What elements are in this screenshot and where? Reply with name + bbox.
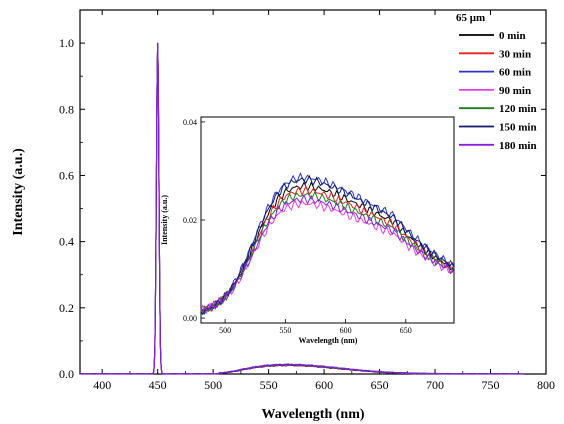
x-tick-label: 450	[149, 378, 167, 392]
inset-y-tick-label: 0.04	[183, 118, 197, 127]
inset-series-line	[200, 194, 455, 311]
y-tick-label: 0.8	[59, 102, 74, 116]
main-axis-ticks: 400 450 500 550 600 650 700 750 800 0.0 0.2 0.4 0.6 0…	[59, 10, 555, 392]
main-series-group	[79, 42, 525, 375]
x-tick-label: 750	[482, 378, 500, 392]
inset-series-line	[200, 181, 455, 312]
y-tick-label: 0.0	[59, 367, 74, 381]
y-tick-label: 1.0	[59, 36, 74, 50]
legend-title: 65 μm	[456, 12, 485, 24]
legend-label: 60 min	[499, 67, 531, 79]
inset-series-line	[200, 174, 455, 316]
inset-x-tick-label: 500	[219, 326, 231, 335]
x-tick-label: 550	[260, 378, 278, 392]
y-tick-label: 0.4	[59, 235, 74, 249]
legend: 65 μm 0 min 30 min 60 min 90 min 120 min 150 …	[456, 12, 537, 152]
inset-axis-ticks: 500 550 600 650 0.00 0.02 0.04	[183, 118, 412, 335]
y-tick-label: 0.6	[59, 168, 74, 182]
x-tick-label: 650	[371, 378, 389, 392]
inset-x-tick-label: 550	[279, 326, 291, 335]
x-tick-label: 700	[426, 378, 444, 392]
x-tick-label: 600	[315, 378, 333, 392]
x-tick-label: 500	[204, 378, 222, 392]
legend-label: 120 min	[499, 103, 537, 115]
inset-y-tick-label: 0.02	[183, 216, 197, 225]
x-axis-label: Wavelength (nm)	[261, 407, 364, 422]
x-tick-label: 400	[93, 378, 111, 392]
inset-x-tick-label: 650	[400, 326, 412, 335]
main-series-line	[80, 43, 524, 375]
plot-frame	[79, 9, 547, 375]
inset-series-group	[200, 172, 455, 316]
legend-label: 90 min	[499, 85, 531, 97]
legend-label: 30 min	[499, 48, 531, 60]
y-axis-label: Intensity (a.u.)	[11, 148, 26, 236]
inset-frame	[200, 116, 455, 324]
legend-label: 180 min	[499, 140, 537, 152]
legend-label: 150 min	[499, 122, 537, 134]
inset-x-axis-label: Wavelength (nm)	[299, 336, 358, 345]
legend-label: 0 min	[499, 30, 526, 42]
inset-y-axis-label: Intensity (a.u.)	[160, 195, 169, 245]
inset-y-tick-label: 0.00	[183, 314, 197, 323]
inset-x-tick-label: 600	[340, 326, 352, 335]
x-tick-label: 800	[537, 378, 555, 392]
y-tick-label: 0.2	[59, 301, 74, 315]
inset-chart: 500 550 600 650 0.00 0.02 0.04 Wavelength (nm)…	[160, 116, 455, 345]
